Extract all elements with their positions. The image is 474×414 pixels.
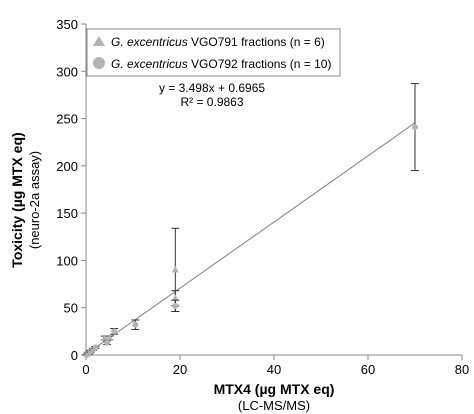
plot-area: 0 50 100 150 200 250 300 350 0 20 40 60 80 [56,17,469,377]
y-tick-label: 300 [56,64,78,79]
x-tick-label: 0 [82,362,89,377]
data-point-circle [111,328,118,335]
regression-line [85,122,416,355]
x-axis-subtitle: (LC-MS/MS) [238,398,310,413]
x-tick-label: 80 [455,362,469,377]
legend-label-vgo792: G. excentricus VGO792 fractions (n = 10) [111,57,331,71]
y-axis-subtitle: (neuro-2a assay) [27,151,42,249]
data-point-circle [172,302,179,309]
legend-rest-vgo791: VGO791 fractions (n = 6) [188,35,325,49]
x-tick-label: 20 [173,362,187,377]
regression-equation: y = 3.498x + 0.6965 [159,81,265,95]
y-tick-label: 200 [56,159,78,174]
x-tick-label: 60 [361,362,375,377]
data-point-circle [104,339,111,346]
y-tick-label: 150 [56,206,78,221]
data-point-triangle [171,294,179,301]
y-axis-title: Toxicity (µg MTX eq) [9,132,25,267]
x-axis-title: MTX4 (µg MTX eq) [214,381,335,397]
data-point-circle [132,321,139,328]
legend-label-vgo791: G. excentricus VGO791 fractions (n = 6) [111,35,325,49]
legend-marker-triangle [93,36,105,46]
data-point-triangle [106,333,113,341]
y-tick-label: 250 [56,112,78,127]
legend-marker-circle [93,57,105,69]
data-point-triangle [101,333,109,341]
legend-box [86,28,341,77]
legend-species-vgo791: G. excentricus [111,35,188,49]
data-point-circle [412,124,418,131]
y-tick-label: 0 [71,348,78,363]
y-tick-label: 50 [64,301,78,316]
data-point-circle [92,344,99,351]
x-tick-label: 40 [267,362,281,377]
y-tick-label: 350 [56,17,78,32]
legend: G. excentricus VGO791 fractions (n = 6) … [86,28,341,77]
data-point-triangle [171,265,179,273]
y-tick-label: 100 [56,253,78,268]
legend-rest-vgo792: VGO792 fractions (n = 10) [188,57,332,71]
legend-species-vgo792: G. excentricus [111,57,188,71]
regression-r2: R² = 0.9863 [180,95,243,109]
